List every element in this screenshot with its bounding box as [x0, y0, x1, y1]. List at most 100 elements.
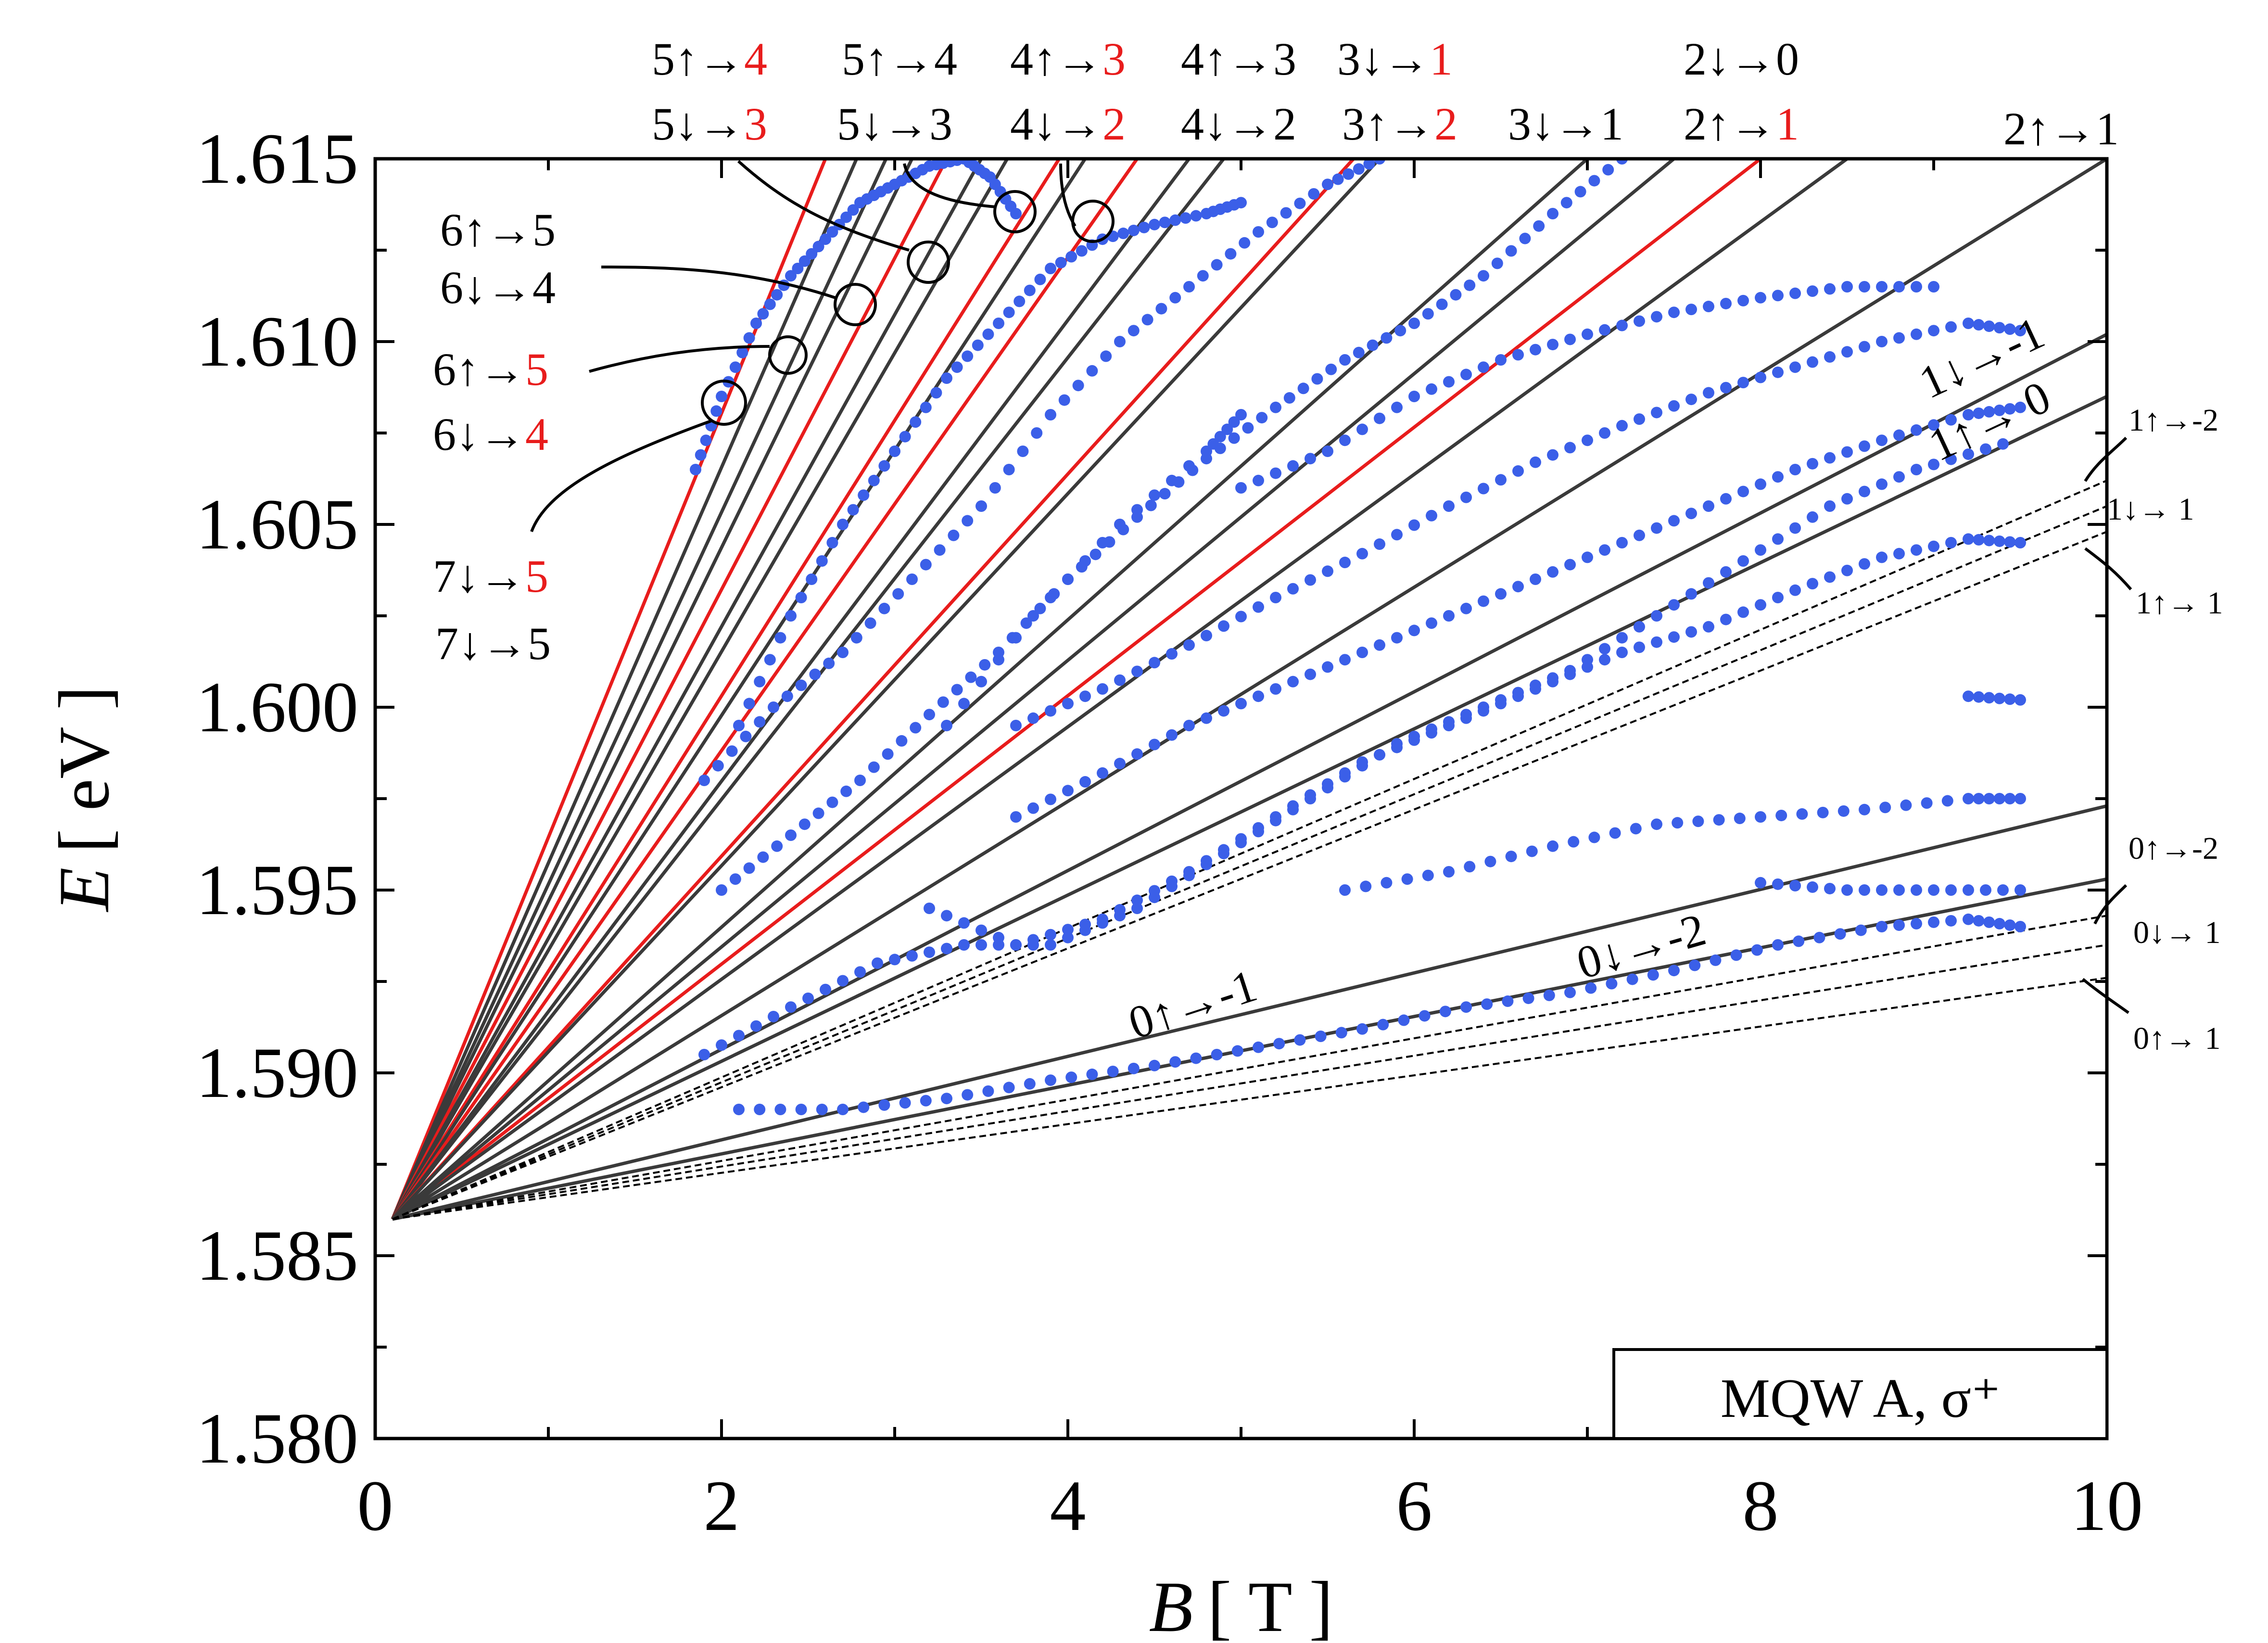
- data-point: [1720, 297, 1732, 309]
- data-point: [1394, 325, 1406, 337]
- data-point: [1305, 668, 1316, 680]
- data-point: [1519, 232, 1531, 244]
- data-point: [698, 1049, 710, 1060]
- data-point: [1512, 581, 1524, 593]
- data-point: [1911, 328, 1922, 340]
- data-point: [1530, 344, 1541, 356]
- ann-text: 5↓→: [837, 98, 929, 150]
- data-point: [1713, 814, 1725, 826]
- annotation-lower: 2↑→1: [1684, 98, 1799, 150]
- data-point: [1294, 197, 1306, 209]
- data-point: [1859, 341, 1870, 353]
- data-point: [1824, 283, 1836, 295]
- data-point: [1582, 434, 1593, 446]
- annotation-lower: 5↓→3: [652, 98, 767, 150]
- data-point: [837, 647, 849, 658]
- data-point: [1668, 965, 1680, 977]
- data-point: [1270, 401, 1281, 413]
- data-point: [774, 1104, 786, 1115]
- data-point: [1426, 383, 1437, 395]
- data-point: [1973, 534, 1985, 546]
- pointer-arrow: [737, 160, 910, 252]
- data-point: [1315, 1031, 1327, 1042]
- data-point: [1374, 538, 1385, 550]
- data-point: [764, 654, 776, 666]
- data-point: [1672, 817, 1684, 829]
- ann-num: 1: [1776, 98, 1799, 150]
- data-point: [1824, 351, 1836, 363]
- data-point: [958, 917, 970, 929]
- data-point: [1710, 954, 1722, 966]
- data-point: [823, 657, 835, 669]
- data-point: [1755, 478, 1766, 490]
- data-point: [1221, 423, 1233, 435]
- data-point: [1235, 611, 1247, 623]
- data-point: [1235, 409, 1247, 420]
- data-point: [743, 862, 755, 874]
- data-point: [1737, 555, 1749, 567]
- data-point: [1235, 482, 1247, 494]
- data-point: [1807, 356, 1818, 368]
- data-point: [1114, 336, 1126, 347]
- data-point: [906, 573, 918, 585]
- data-point: [1730, 949, 1742, 961]
- data-point: [910, 416, 922, 428]
- theory-line-red: [391, 159, 1139, 1221]
- data-point: [2015, 921, 2026, 932]
- data-point: [1294, 1034, 1306, 1046]
- y-axis-symbol: E: [44, 867, 124, 913]
- data-point: [1703, 577, 1714, 589]
- data-point: [1859, 884, 1870, 896]
- data-point: [910, 722, 922, 734]
- data-point: [1027, 610, 1039, 622]
- data-point: [1235, 197, 1247, 209]
- data-point: [1020, 617, 1032, 629]
- data-point: [826, 796, 838, 808]
- left-label: 6↑→5: [433, 344, 548, 395]
- data-point: [976, 500, 987, 512]
- data-point: [1772, 471, 1784, 483]
- theory-line-dashed: [392, 505, 2107, 1220]
- data-point: [1796, 808, 1808, 820]
- in-plot-labels: 0↑→-1 0↓→-2: [1122, 903, 1711, 1049]
- pointer-arrow: [2084, 547, 2132, 590]
- data-point: [1983, 793, 1995, 804]
- data-point: [1460, 602, 1472, 614]
- data-point: [1755, 811, 1766, 823]
- data-point: [1335, 1027, 1347, 1039]
- data-point: [1169, 1056, 1181, 1068]
- data-point: [1363, 159, 1375, 170]
- data-point: [1599, 324, 1610, 336]
- data-point: [1859, 440, 1870, 452]
- data-point: [1045, 409, 1056, 420]
- data-point: [1065, 1071, 1077, 1083]
- data-point: [1855, 924, 1867, 936]
- data-point: [1045, 929, 1056, 941]
- data-point: [1703, 621, 1714, 633]
- data-point: [1183, 720, 1195, 731]
- data-point: [1062, 931, 1074, 943]
- data-point: [1547, 840, 1558, 852]
- y-tick-label: 1.615: [196, 119, 359, 199]
- data-point: [962, 515, 974, 527]
- ann-text: 3↓→: [1337, 33, 1430, 85]
- y-tick-label: 1.595: [196, 850, 359, 930]
- data-point: [1973, 407, 1985, 419]
- data-point: [837, 1104, 849, 1115]
- data-point: [2004, 536, 2016, 548]
- data-point: [1325, 363, 1337, 375]
- pointer-arrow: [589, 345, 770, 373]
- data-point: [1010, 811, 1022, 823]
- theory-line: [392, 159, 2107, 1221]
- data-point: [733, 1104, 745, 1115]
- data-point: [1928, 459, 1939, 471]
- data-point: [1616, 647, 1628, 658]
- data-point: [1547, 208, 1558, 219]
- ann-text: 6↓→: [433, 408, 525, 460]
- data-point: [1408, 519, 1420, 531]
- data-point: [1010, 720, 1022, 731]
- data-point: [1737, 485, 1749, 497]
- data-point: [840, 211, 852, 223]
- data-point: [1149, 489, 1160, 501]
- data-point: [1464, 861, 1476, 873]
